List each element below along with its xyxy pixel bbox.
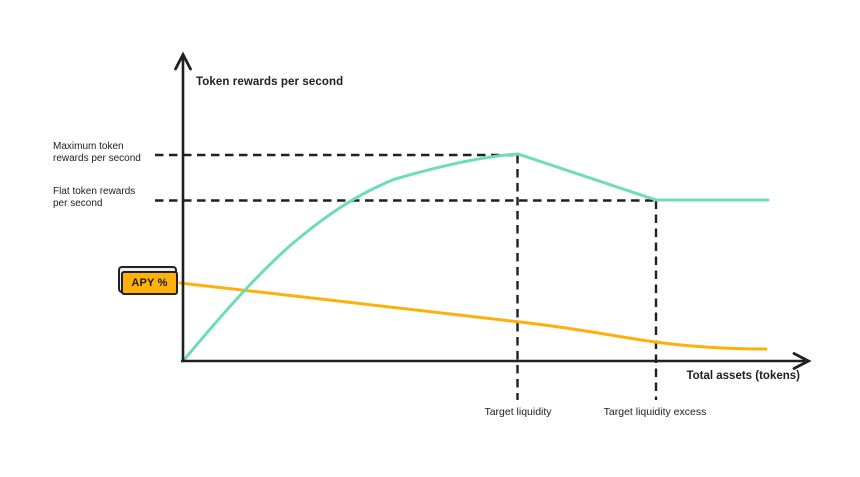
target-liquidity-excess-label: Target liquidity excess [603,406,707,418]
apy-badge-face: APY % [121,271,178,295]
y-axis-arrow-icon [174,51,192,71]
x-axis-title: Total assets (tokens) [686,370,800,382]
apy-badge: APY % [118,266,181,298]
x-axis-arrow-icon [792,352,812,370]
target-liquidity-label: Target liquidity [484,406,552,418]
y-axis-title: Token rewards per second [196,76,344,88]
flat-rewards-label: Flat token rewards per second [53,186,136,209]
rewards-curve [181,152,770,363]
max-rewards-label: Maximum token rewards per second [53,141,141,164]
apy-curve [178,281,768,351]
